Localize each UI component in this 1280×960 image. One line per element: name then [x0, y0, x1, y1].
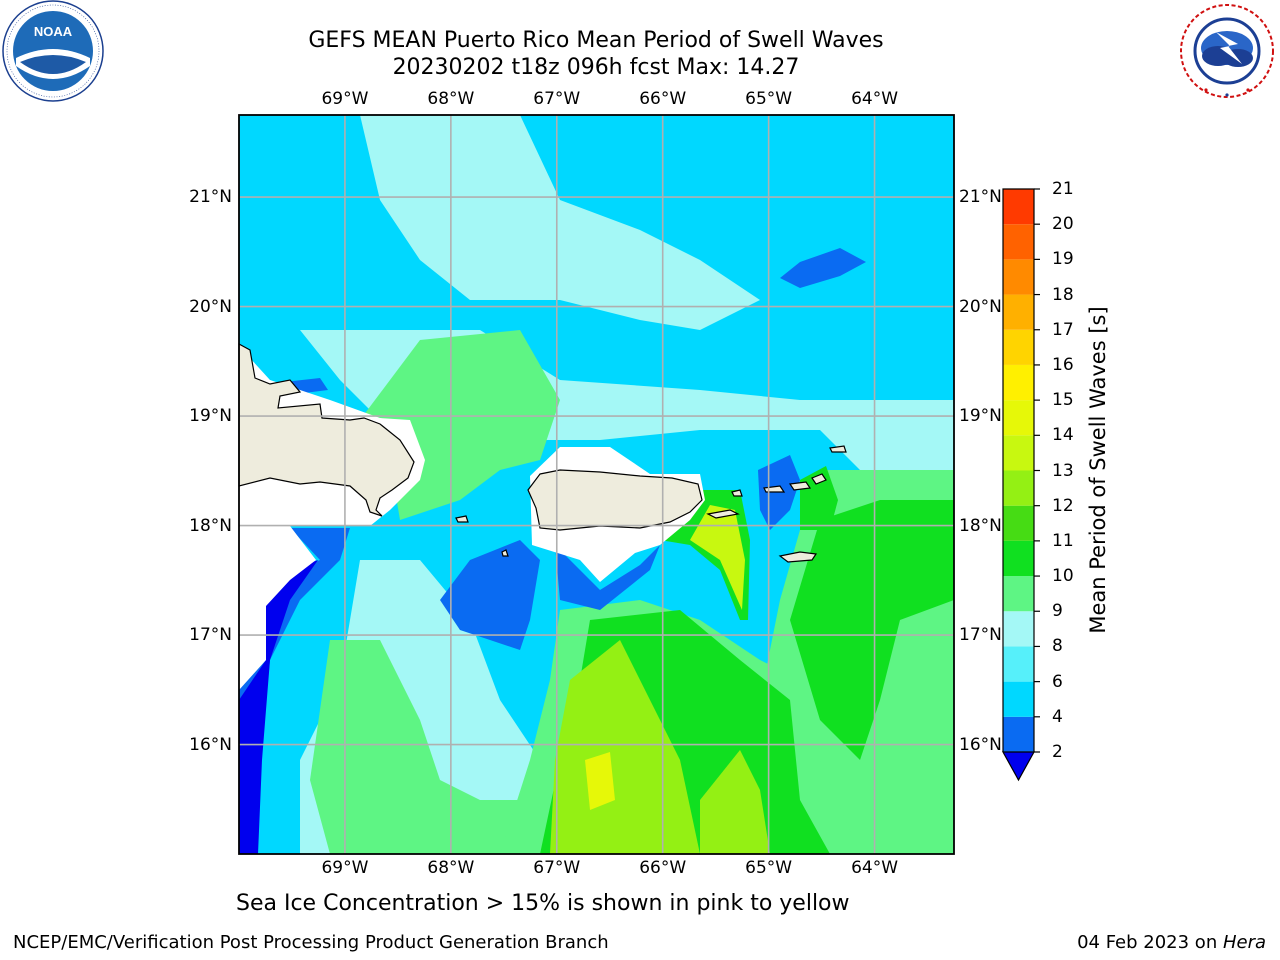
footer-branch: NCEP/EMC/Verification Post Processing Pr… [13, 932, 609, 953]
colorbar-tick-label: 18 [1052, 285, 1074, 305]
lon-label-top: 69°W [321, 89, 368, 109]
colorbar-swatch [1003, 259, 1034, 294]
colorbar-swatch [1003, 717, 1034, 752]
lon-label-top: 67°W [533, 89, 580, 109]
colorbar-label: Mean Period of Swell Waves [s] [1086, 306, 1110, 633]
lat-label-right: 18°N [959, 516, 1002, 536]
lon-label-bottom: 65°W [745, 858, 792, 878]
colorbar-tick-label: 2 [1052, 742, 1063, 762]
lat-label-left: 16°N [189, 735, 232, 755]
lat-label-left: 19°N [189, 406, 232, 426]
colorbar-swatch [1003, 400, 1034, 435]
lat-label-left: 18°N [189, 516, 232, 536]
colorbar-tick-label: 15 [1052, 390, 1074, 410]
colorbar-swatch [1003, 576, 1034, 611]
lat-label-left: 17°N [189, 625, 232, 645]
colorbar-swatch [1003, 330, 1034, 365]
colorbar-extend-triangle [1003, 752, 1034, 780]
lat-label-right: 17°N [959, 625, 1002, 645]
colorbar-tick-label: 9 [1052, 601, 1063, 621]
colorbar-swatch [1003, 471, 1034, 506]
colorbar-tick-label: 16 [1052, 355, 1074, 375]
colorbar-tick-label: 17 [1052, 320, 1074, 340]
colorbar-swatch [1003, 365, 1034, 400]
colorbar [1003, 189, 1040, 780]
colorbar-tick-label: 12 [1052, 496, 1074, 516]
lon-label-bottom: 67°W [533, 858, 580, 878]
lon-label-top: 66°W [639, 89, 686, 109]
sea-ice-caption: Sea Ice Concentration > 15% is shown in … [236, 891, 1196, 916]
lon-label-top: 65°W [745, 89, 792, 109]
colorbar-swatch [1003, 435, 1034, 470]
colorbar-tick-label: 19 [1052, 249, 1074, 269]
colorbar-swatch [1003, 189, 1034, 224]
colorbar-tick-label: 6 [1052, 672, 1063, 692]
colorbar-tick-label: 11 [1052, 531, 1074, 551]
lat-label-left: 21°N [189, 187, 232, 207]
lon-label-bottom: 68°W [427, 858, 474, 878]
lon-label-bottom: 66°W [639, 858, 686, 878]
lat-label-left: 20°N [189, 297, 232, 317]
lon-label-bottom: 69°W [321, 858, 368, 878]
colorbar-tick-label: 8 [1052, 636, 1063, 656]
colorbar-swatch [1003, 224, 1034, 259]
lon-label-top: 68°W [427, 89, 474, 109]
footer-host: Hera [1223, 932, 1266, 953]
footer-date-text: 04 Feb 2023 on [1077, 932, 1223, 953]
colorbar-swatch [1003, 541, 1034, 576]
colorbar-swatch [1003, 646, 1034, 681]
colorbar-swatch [1003, 682, 1034, 717]
lon-label-top: 64°W [851, 89, 898, 109]
lat-label-right: 20°N [959, 297, 1002, 317]
lon-label-bottom: 64°W [851, 858, 898, 878]
lat-label-right: 19°N [959, 406, 1002, 426]
colorbar-swatch [1003, 506, 1034, 541]
tortola-land [790, 482, 810, 490]
lat-label-right: 16°N [959, 735, 1002, 755]
lat-label-right: 21°N [959, 187, 1002, 207]
colorbar-swatch [1003, 611, 1034, 646]
colorbar-tick-label: 20 [1052, 214, 1074, 234]
colorbar-tick-label: 14 [1052, 425, 1074, 445]
colorbar-tick-label: 13 [1052, 461, 1074, 481]
colorbar-swatch [1003, 295, 1034, 330]
colorbar-tick-label: 21 [1052, 179, 1074, 199]
footer-date: 04 Feb 2023 on Hera [1077, 932, 1266, 953]
colorbar-tick-label: 10 [1052, 566, 1074, 586]
field-south-yellow [585, 752, 615, 810]
colorbar-tick-label: 4 [1052, 707, 1063, 727]
